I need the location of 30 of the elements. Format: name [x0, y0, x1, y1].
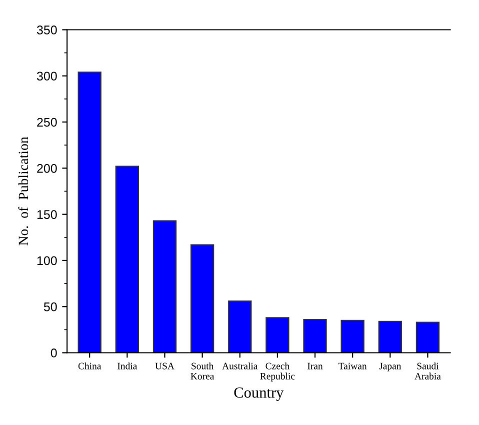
bar: [266, 317, 290, 353]
x-tick-label: Czech Republic: [260, 362, 295, 382]
x-tick-label: Saudi Arabia: [414, 362, 441, 380]
bar: [378, 320, 402, 353]
bar: [190, 244, 214, 353]
x-axis-title: Country: [234, 387, 284, 401]
y-tick-label: 300: [36, 72, 57, 81]
x-tick-label: Australia: [222, 362, 258, 370]
bar: [303, 318, 327, 353]
x-tick-label: Iran: [308, 362, 323, 370]
bar: [78, 72, 102, 353]
bar: [340, 320, 364, 353]
y-axis-title: No. of Publication: [18, 136, 28, 246]
x-tick-label: Japan: [379, 362, 402, 372]
y-tick-label: 350: [36, 26, 57, 34]
y-tick-label: 100: [37, 256, 57, 266]
y-tick-label: 0: [50, 348, 57, 358]
y-tick-label: 50: [44, 302, 57, 312]
x-tick-label: India: [118, 362, 138, 370]
x-tick-label: South Korea: [190, 362, 214, 380]
x-tick-label: USA: [155, 362, 174, 370]
bar: [152, 220, 177, 353]
x-tick-label: China: [78, 362, 102, 370]
bar: [416, 322, 440, 353]
y-tick-label: 200: [37, 164, 57, 173]
y-tick-label: 250: [37, 118, 57, 127]
y-tick-label: 150: [37, 210, 57, 219]
bar: [115, 166, 139, 353]
bar: [228, 300, 252, 353]
x-tick-label: Taiwan: [338, 362, 367, 370]
